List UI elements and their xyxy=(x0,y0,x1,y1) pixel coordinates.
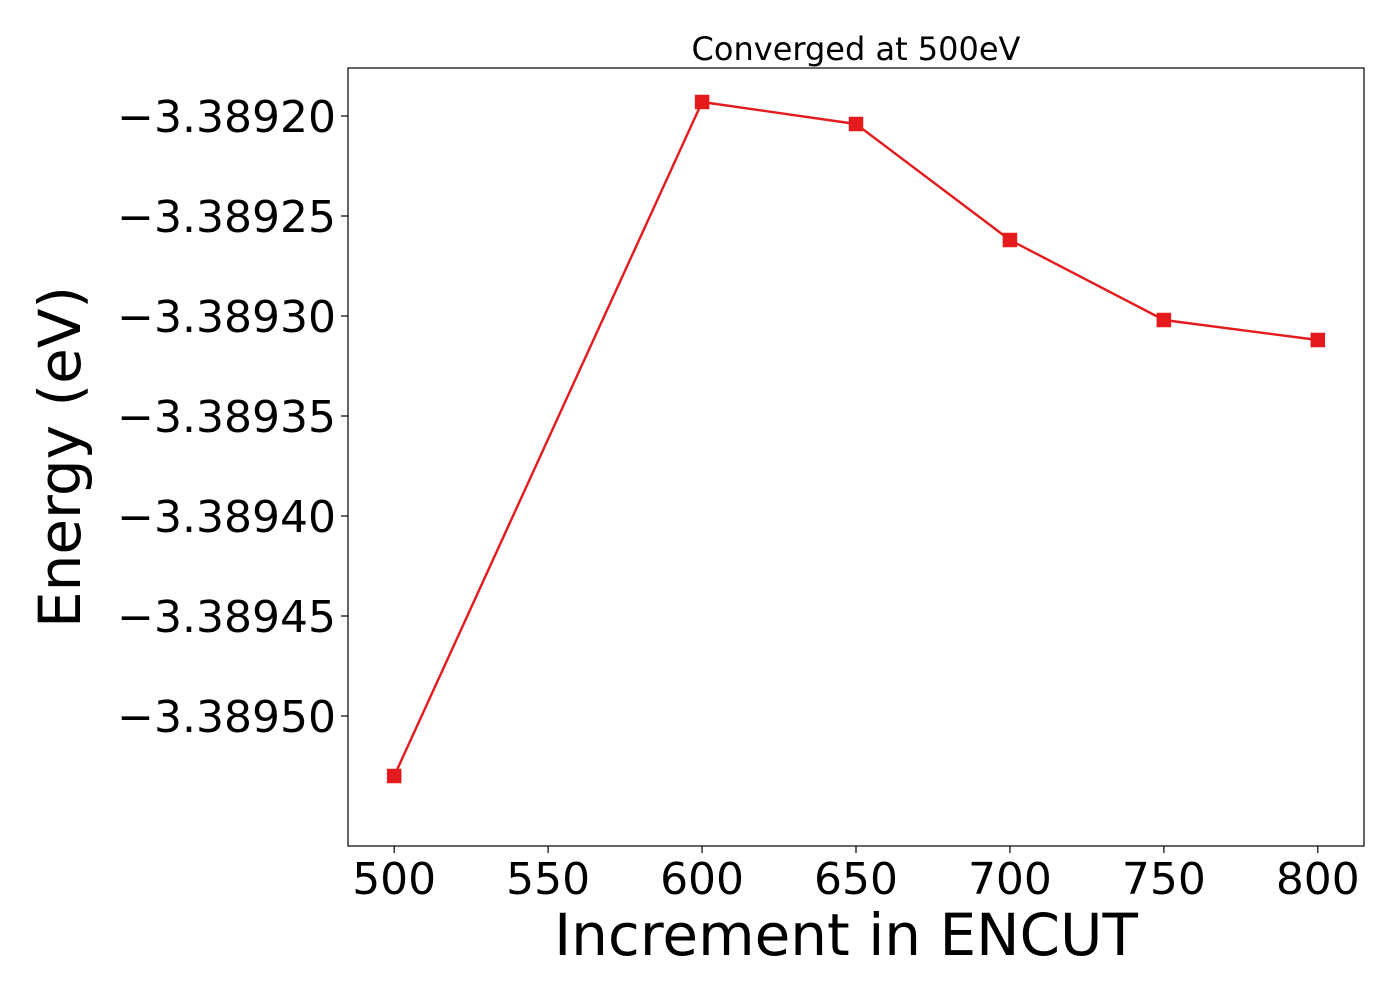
y-tick-label: −3.38950 xyxy=(117,692,336,743)
x-tick-label: 750 xyxy=(1122,854,1206,905)
plot-frame xyxy=(347,67,1365,847)
series-line xyxy=(393,100,1318,777)
series-group xyxy=(386,94,1326,784)
x-tick-label: 600 xyxy=(660,854,744,905)
y-axis-label: Energy (eV) xyxy=(26,286,94,628)
x-tick-label: 650 xyxy=(814,854,898,905)
data-point-marker xyxy=(848,116,864,132)
data-point-marker xyxy=(1310,332,1326,348)
plot-background xyxy=(348,68,1364,846)
chart-title: Converged at 500eV xyxy=(692,30,1021,68)
y-tick-label: −3.38940 xyxy=(117,492,336,543)
data-point-marker xyxy=(386,768,402,784)
y-axis-ticks: −3.38920 −3.38925 −3.38930 −3.38935 −3.38940… xyxy=(117,92,348,743)
data-point-marker xyxy=(694,94,710,110)
x-axis-label: Increment in ENCUT xyxy=(554,901,1138,969)
y-tick-label: −3.38930 xyxy=(117,292,336,343)
data-point-marker xyxy=(1002,232,1018,248)
data-point-marker xyxy=(1156,312,1172,328)
x-tick-label: 500 xyxy=(352,854,436,905)
y-tick-label: −3.38935 xyxy=(117,392,336,443)
y-tick-label: −3.38920 xyxy=(117,92,336,143)
x-tick-label: 800 xyxy=(1276,854,1360,905)
x-axis-ticks: 500 550 600 650 700 750 800 xyxy=(352,846,1360,905)
x-tick-label: 700 xyxy=(968,854,1052,905)
y-tick-label: −3.38945 xyxy=(117,592,336,643)
y-tick-label: −3.38925 xyxy=(117,192,336,243)
x-tick-label: 550 xyxy=(506,854,590,905)
